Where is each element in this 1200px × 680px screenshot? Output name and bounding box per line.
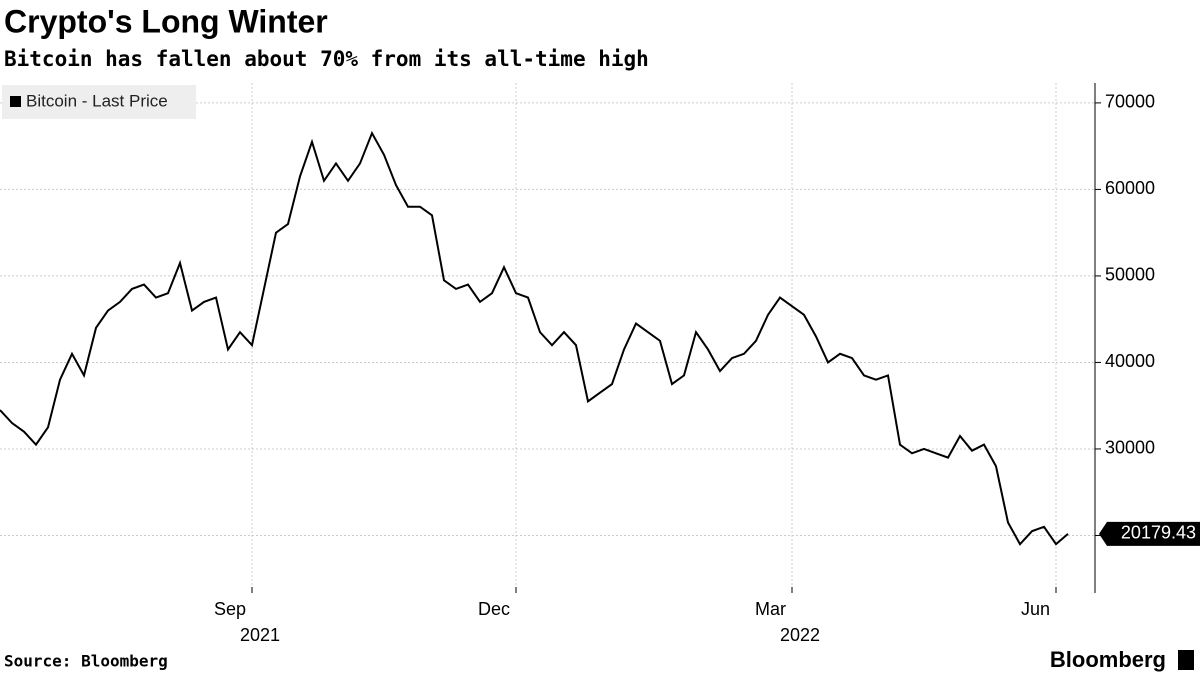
x-tick-label: Jun — [1021, 599, 1050, 619]
last-price-label: 20179.43 — [1121, 523, 1196, 543]
x-tick-label: Mar — [755, 599, 786, 619]
last-price-tag — [1099, 521, 1200, 546]
y-tick-label: 50000 — [1105, 265, 1155, 285]
line — [0, 130, 1069, 546]
y-tick-label: 40000 — [1105, 351, 1155, 371]
brand-icon — [1178, 650, 1194, 670]
legend-swatch — [10, 96, 21, 107]
chart-subtitle: Bitcoin has fallen about 70% from its al… — [4, 47, 649, 71]
x-year-label: 2022 — [780, 625, 820, 645]
chart-title: Crypto's Long Winter — [4, 3, 328, 39]
x-tick-label: Dec — [478, 599, 510, 619]
source: Source: Bloomberg — [4, 652, 168, 671]
legend-box — [2, 85, 196, 119]
brand: Bloomberg — [1050, 647, 1166, 672]
y-tick-label: 60000 — [1105, 178, 1155, 198]
x-year-label: 2021 — [240, 625, 280, 645]
legend-label: Bitcoin - Last Price — [26, 91, 168, 110]
x-tick-label: Sep — [214, 599, 246, 619]
y-tick-label: 70000 — [1105, 92, 1155, 112]
y-tick-label: 30000 — [1105, 438, 1155, 458]
